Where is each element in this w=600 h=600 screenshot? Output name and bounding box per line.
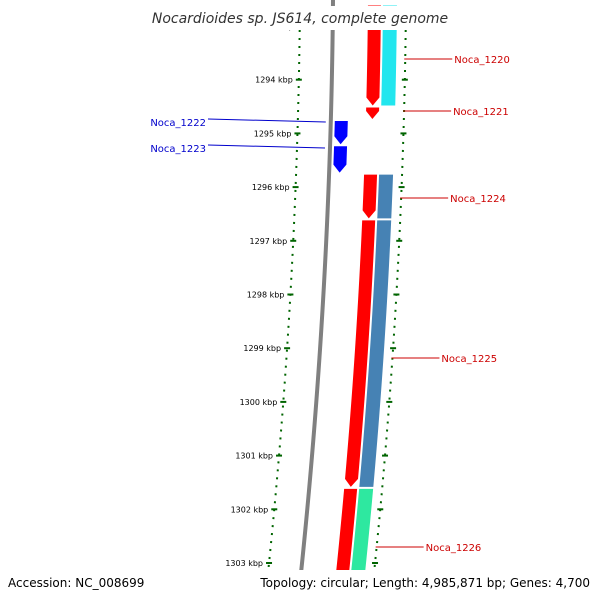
cds-Noca_1220: [366, 5, 381, 106]
genome-backbone: [296, 0, 336, 600]
title-backdrop: [150, 6, 450, 30]
gene-label-Noca_1220: Noca_1220: [454, 55, 510, 66]
cds-Noca_1221: [366, 107, 380, 119]
tick-label-1299: 1299 kbp: [243, 344, 281, 353]
accession-text: Accession: NC_008699: [8, 576, 144, 590]
leader-Noca_1222: [207, 118, 326, 123]
track-Noca_1220: [381, 5, 397, 106]
cds-Noca_1224: [362, 174, 378, 219]
footer-backdrop: [0, 570, 600, 600]
gene-label-Noca_1223: Noca_1223: [150, 144, 206, 155]
gene-label-Noca_1222: Noca_1222: [150, 118, 206, 129]
cds-Noca_1225: [345, 220, 376, 487]
gene-label-Noca_1221: Noca_1221: [453, 107, 509, 118]
inner-scale-ring: [264, 0, 302, 600]
tick-label-1300: 1300 kbp: [240, 398, 278, 407]
topology-text: Topology: circular; Length: 4,985,871 bp…: [259, 576, 590, 590]
tick-label-1301: 1301 kbp: [235, 452, 273, 461]
gene-label-Noca_1224: Noca_1224: [450, 194, 506, 205]
cds-Noca_1222: [334, 120, 348, 145]
tick-label-1302: 1302 kbp: [231, 505, 269, 514]
tick-label-1297: 1297 kbp: [250, 237, 288, 246]
track-Noca_1225: [359, 220, 392, 487]
tick-label-1303: 1303 kbp: [225, 559, 263, 568]
gene-label-Noca_1225: Noca_1225: [441, 354, 497, 365]
leader-Noca_1223: [207, 144, 325, 149]
gene-labels: Noca_1220 Noca_1221 Noca_1222 Noca_1223 Noca…: [150, 55, 510, 554]
map-title: Nocardioides sp. JS614, complete genome: [152, 11, 448, 27]
cds-Noca_1223: [333, 146, 348, 173]
tick-label-1295: 1295 kbp: [254, 129, 292, 138]
tick-label-1296: 1296 kbp: [252, 183, 290, 192]
tick-label-1298: 1298 kbp: [247, 291, 285, 300]
track-Noca_1224: [377, 174, 394, 219]
feature-tracks: [296, 0, 397, 600]
tick-label-1294: 1294 kbp: [255, 76, 293, 85]
gene-label-Noca_1226: Noca_1226: [426, 543, 482, 554]
